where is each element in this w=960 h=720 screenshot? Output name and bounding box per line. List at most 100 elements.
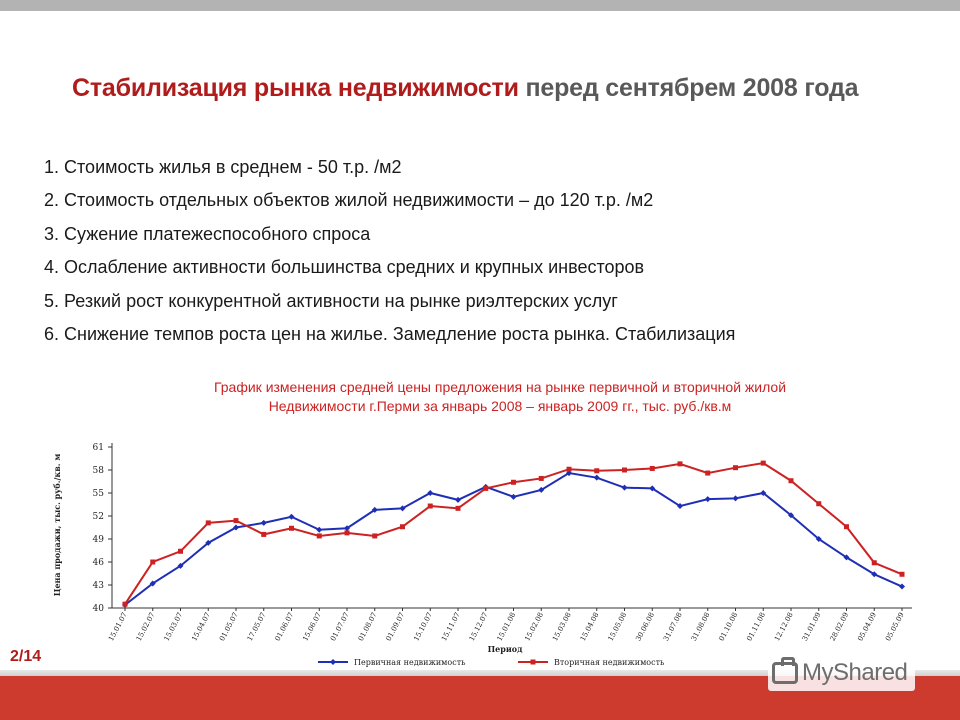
data-point	[122, 601, 128, 607]
watermark-text: MyShared	[802, 659, 908, 686]
data-point	[178, 548, 183, 554]
x-tick-label: 01.11.08	[745, 611, 767, 642]
data-point	[788, 478, 794, 484]
x-tick-label: 01.05.07	[218, 611, 240, 642]
y-tick-label: 43	[93, 581, 105, 591]
slide-title: Стабилизация рынка недвижимости перед се…	[72, 74, 952, 103]
data-point	[538, 486, 545, 493]
data-point	[316, 526, 323, 533]
data-point	[677, 461, 683, 467]
data-point	[483, 485, 489, 491]
x-tick-label: 15.06.07	[301, 611, 323, 642]
chart-caption-line-1: График изменения средней цены предложени…	[213, 379, 787, 395]
data-point	[593, 474, 600, 481]
x-tick-label: 15.04.08	[579, 611, 601, 642]
x-tick-label: 15.11.07	[440, 611, 462, 642]
y-tick-label: 52	[93, 512, 104, 522]
data-point	[316, 533, 322, 539]
y-tick-label: 40	[93, 604, 105, 614]
y-tick-label: 49	[93, 535, 105, 545]
data-point	[372, 533, 378, 539]
data-point	[704, 496, 711, 503]
page-number: 2/14	[10, 648, 42, 665]
list-item: 2. Стоимость отдельных объектов жилой не…	[44, 190, 654, 211]
x-tick-label: 31.08.08	[690, 611, 712, 642]
x-tick-label: 15.02.07	[135, 611, 157, 642]
y-axis-title: Цена продажи, тыс. руб./кв. м	[52, 454, 62, 597]
list-item: 3. Сужение платежеспособного спроса	[44, 223, 371, 244]
data-point	[871, 560, 877, 566]
data-point	[150, 559, 156, 565]
chart-caption: График изменения средней цены предложени…	[150, 378, 850, 416]
data-point	[649, 485, 656, 492]
y-tick-label: 55	[93, 489, 105, 499]
data-point	[622, 467, 627, 473]
data-point	[177, 562, 184, 569]
data-point	[705, 470, 711, 476]
data-point	[205, 520, 211, 526]
x-tick-label: 01.06.07	[274, 611, 296, 642]
data-point	[205, 539, 212, 546]
data-point	[566, 466, 572, 472]
key-points-list: 1. Стоимость жилья в среднем - 50 т.р. /…	[44, 153, 735, 353]
data-point	[788, 512, 794, 519]
top-bar	[0, 0, 960, 11]
data-point	[843, 554, 850, 561]
data-point	[621, 484, 628, 491]
x-tick-label: 15.03.07	[163, 611, 185, 642]
data-point	[871, 571, 878, 578]
data-point	[261, 531, 267, 537]
y-tick-label: 61	[93, 443, 104, 453]
y-tick-label: 46	[93, 558, 105, 568]
data-point	[538, 475, 544, 481]
data-point	[511, 479, 516, 485]
data-point	[760, 490, 767, 496]
briefcase-icon	[772, 657, 798, 684]
x-tick-label: 05.04.09	[856, 611, 878, 642]
data-point	[427, 503, 433, 509]
data-point	[288, 513, 295, 520]
data-point	[455, 496, 461, 503]
data-point	[733, 465, 738, 471]
x-tick-label: 15.01.08	[496, 611, 518, 642]
x-tick-label: 15.02.08	[523, 611, 545, 642]
data-point	[815, 536, 822, 542]
data-point	[816, 501, 822, 507]
data-point	[732, 495, 739, 502]
x-tick-label: 05.05.09	[884, 611, 906, 642]
x-tick-label: 01.09.07	[385, 611, 407, 642]
x-tick-label: 01.07.07	[329, 611, 351, 642]
data-point	[760, 460, 766, 466]
data-point	[289, 525, 294, 531]
x-tick-label: 17.05.07	[246, 611, 268, 642]
data-point	[899, 571, 905, 577]
y-tick-label: 58	[93, 466, 105, 476]
list-item: 5. Резкий рост конкурентной активности н…	[44, 290, 618, 311]
legend-label: Вторичная недвижимость	[554, 658, 665, 667]
x-tick-label: 31.01.09	[801, 611, 823, 642]
list-item: 1. Стоимость жилья в среднем - 50 т.р. /…	[44, 157, 402, 177]
data-point	[399, 505, 406, 512]
watermark-logo: MyShared	[768, 655, 916, 691]
data-point	[844, 524, 849, 530]
x-tick-label: 12.12.08	[773, 611, 795, 642]
x-tick-label: 15.04.07	[190, 611, 212, 642]
x-tick-label: 31.07.08	[662, 611, 684, 642]
x-tick-label: 15.10.07	[412, 611, 434, 642]
legend-label: Первичная недвижимость	[354, 658, 466, 667]
data-point	[649, 465, 655, 471]
data-point	[400, 524, 405, 530]
data-point	[677, 503, 683, 510]
title-rest: перед сентябрем 2008 года	[525, 74, 859, 102]
data-point	[594, 468, 600, 474]
list-item: 6. Снижение темпов роста цен на жилье. З…	[44, 323, 736, 344]
data-point	[233, 518, 239, 524]
data-point	[427, 490, 434, 496]
data-point	[510, 493, 517, 500]
x-tick-label: 15.05.08	[607, 611, 629, 642]
x-tick-label: 01.08.07	[357, 611, 379, 642]
series-line-1	[124, 472, 903, 606]
data-point	[149, 580, 156, 587]
x-tick-label: 30.06.08	[634, 611, 656, 642]
